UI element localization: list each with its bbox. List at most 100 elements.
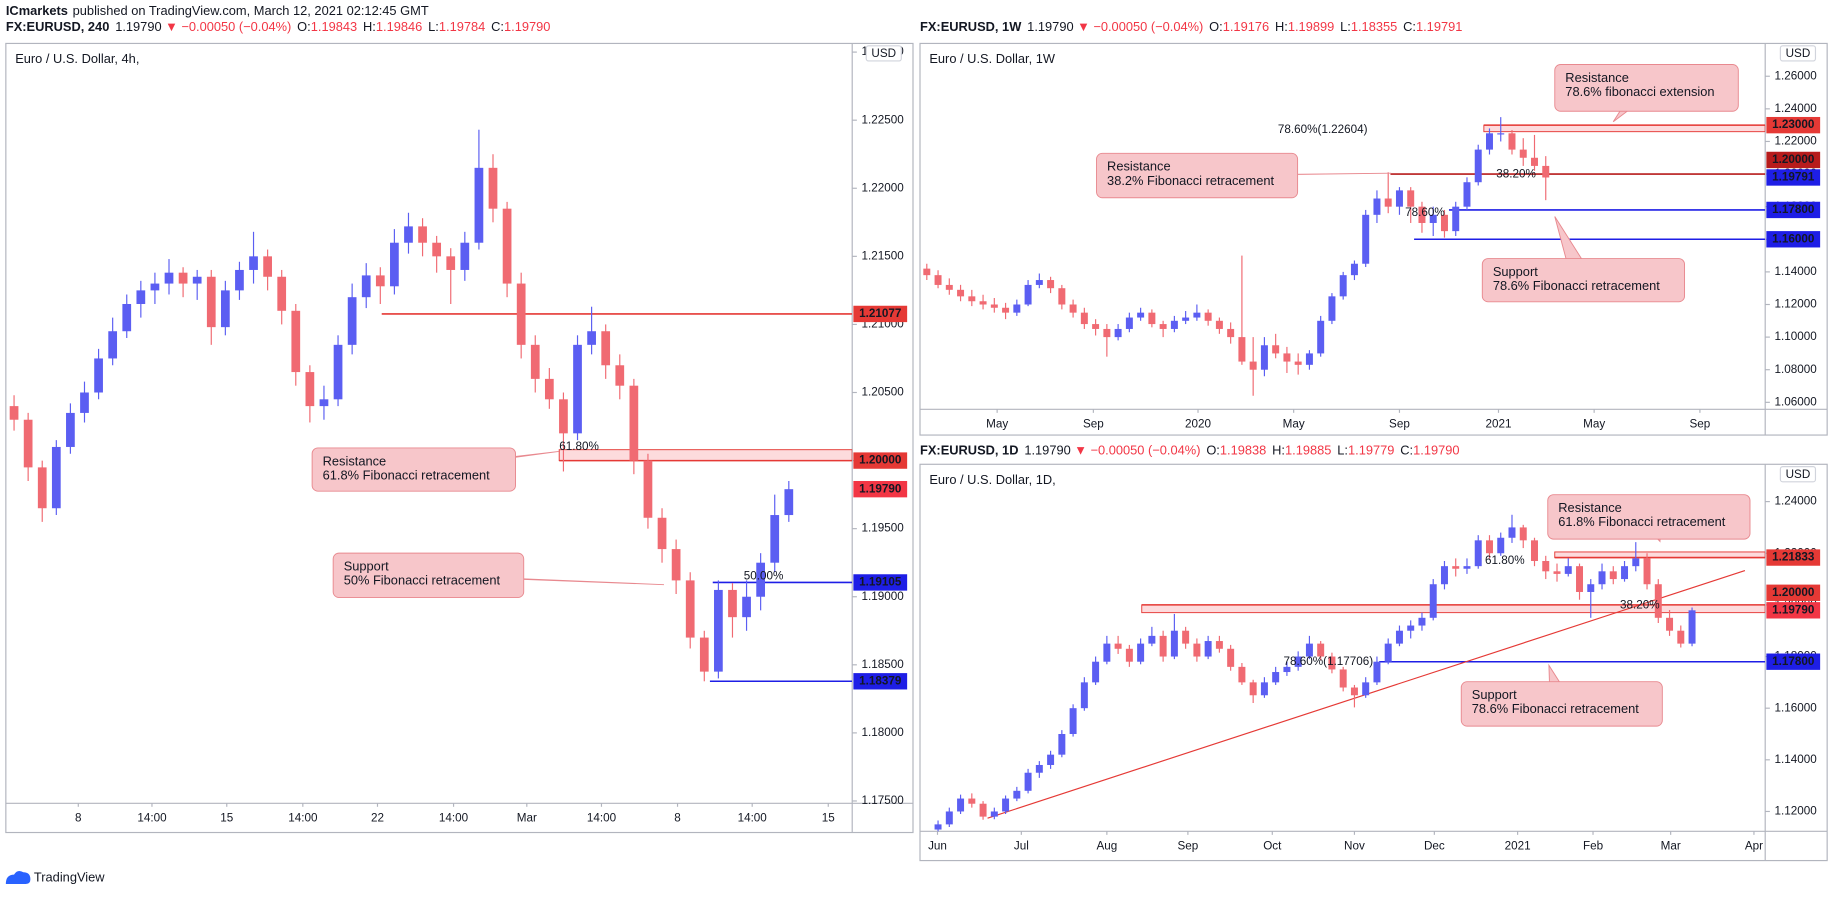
candle-body	[1328, 656, 1336, 670]
candle-body	[66, 412, 75, 447]
price-tag	[853, 480, 908, 498]
x-tick-label: 15	[822, 812, 836, 825]
candle-body	[1395, 190, 1403, 207]
callout-text: 78.6% fibonacci extension	[1565, 84, 1714, 99]
candle-body	[1080, 312, 1088, 325]
ohlc-label: L:	[428, 20, 439, 35]
ohlc-value: 1.19779	[1348, 443, 1394, 458]
candle-body	[1598, 571, 1606, 585]
y-tick-label: 1.19500	[862, 522, 905, 535]
candle-body	[629, 385, 639, 461]
price-tag	[1766, 653, 1821, 670]
candle-body	[1159, 635, 1167, 657]
candle-body	[1508, 527, 1516, 538]
logo	[5, 870, 31, 884]
candle-body	[1125, 648, 1133, 662]
ohlc-label: C:	[1403, 20, 1416, 35]
candle-body	[643, 460, 653, 518]
price-tag-label: 1.20000	[1772, 586, 1815, 599]
ohlc-value: 1.19885	[1285, 443, 1331, 458]
candle-body	[375, 275, 385, 287]
candle-body	[1238, 337, 1246, 362]
price-tag	[1766, 231, 1821, 248]
candle-body	[1047, 754, 1055, 765]
candle-body	[1249, 361, 1257, 370]
candle-body	[1294, 361, 1302, 365]
ohlc-value: 1.19838	[1220, 443, 1266, 458]
candle-body	[277, 276, 287, 311]
callout-box	[1481, 258, 1686, 303]
candle-body	[460, 242, 470, 270]
zone	[558, 449, 853, 462]
candle-body	[1384, 198, 1392, 207]
x-tick-label: Jul	[1014, 840, 1029, 853]
ohlc-value: 1.19791	[1416, 20, 1462, 35]
zone	[1483, 124, 1766, 133]
candle-body	[1407, 625, 1415, 631]
currency: USD	[1786, 47, 1811, 60]
candle-body	[432, 242, 442, 257]
callout-box	[332, 552, 525, 599]
price-tag	[1766, 549, 1821, 566]
candle-body	[1227, 648, 1235, 667]
candle-body	[249, 256, 258, 270]
candle-body	[1328, 296, 1336, 321]
candle-body	[742, 596, 751, 618]
y-tick-label: 1.12000	[1775, 298, 1818, 311]
callout-box	[1460, 681, 1663, 727]
candle-body	[1035, 280, 1043, 285]
y-tick-label: 1.14000	[1775, 265, 1818, 278]
candle-body	[404, 226, 413, 243]
y-tick-label: 1.22500	[862, 113, 905, 126]
candle-body	[1440, 566, 1448, 585]
candle-body	[573, 344, 582, 434]
candle-body	[347, 297, 357, 345]
y-tick-label: 1.10000	[1775, 330, 1818, 343]
candle-body	[361, 275, 371, 298]
x-tick-label: 2020	[1185, 418, 1212, 431]
candle-body	[1215, 641, 1223, 649]
chart-title: Euro / U.S. Dollar, 1D,	[929, 472, 1055, 487]
plot-area: 61.80% 38.20% 78.60%(1.17706)	[934, 514, 1766, 832]
candle-body	[1418, 206, 1426, 223]
candle-body	[1654, 584, 1662, 618]
price-tag	[1766, 116, 1821, 134]
x-tick-label: Nov	[1344, 840, 1365, 853]
candle-body	[1092, 324, 1100, 329]
callout-text: Resistance	[323, 453, 387, 468]
price-tag-label: 1.23000	[1772, 118, 1815, 131]
candle-body	[1508, 133, 1516, 150]
y-tick-label: 1.17500	[862, 794, 905, 807]
callout-text: 50% Fibonacci retracement	[344, 573, 501, 588]
candle-body	[1553, 571, 1561, 574]
candle-body	[770, 515, 780, 563]
candle-body	[1035, 764, 1043, 773]
candle-body	[923, 268, 931, 276]
candle-body	[1373, 198, 1381, 215]
candle-body	[1576, 566, 1584, 592]
candle-body	[9, 406, 19, 420]
chart-panel: FX:EURUSD, 1W 1.19790 ▼ −0.00050 (−0.04%) O:…	[919, 20, 1828, 436]
candle-body	[1362, 682, 1370, 696]
candle-body	[291, 310, 301, 373]
candle-body	[108, 331, 118, 359]
callout-text: Support	[344, 559, 389, 574]
candle-body	[1215, 320, 1223, 329]
candle-body	[263, 256, 272, 277]
candle-body	[305, 372, 315, 407]
candle-body	[1002, 307, 1010, 313]
candle-body	[1463, 566, 1471, 569]
ohlc-label: O:	[1206, 443, 1220, 458]
change-arrow: ▼	[1077, 20, 1090, 35]
candle-body	[1407, 190, 1415, 207]
candle-body	[968, 296, 976, 302]
price-tag-label: 1.20000	[859, 454, 902, 467]
candle-body	[418, 226, 427, 243]
candle-body	[1564, 566, 1572, 574]
y-tick-label: 1.22000	[1775, 135, 1818, 148]
zone	[1141, 604, 1766, 614]
candle-body	[1024, 284, 1032, 305]
candle-body	[1170, 630, 1178, 657]
candle-body	[559, 399, 568, 434]
